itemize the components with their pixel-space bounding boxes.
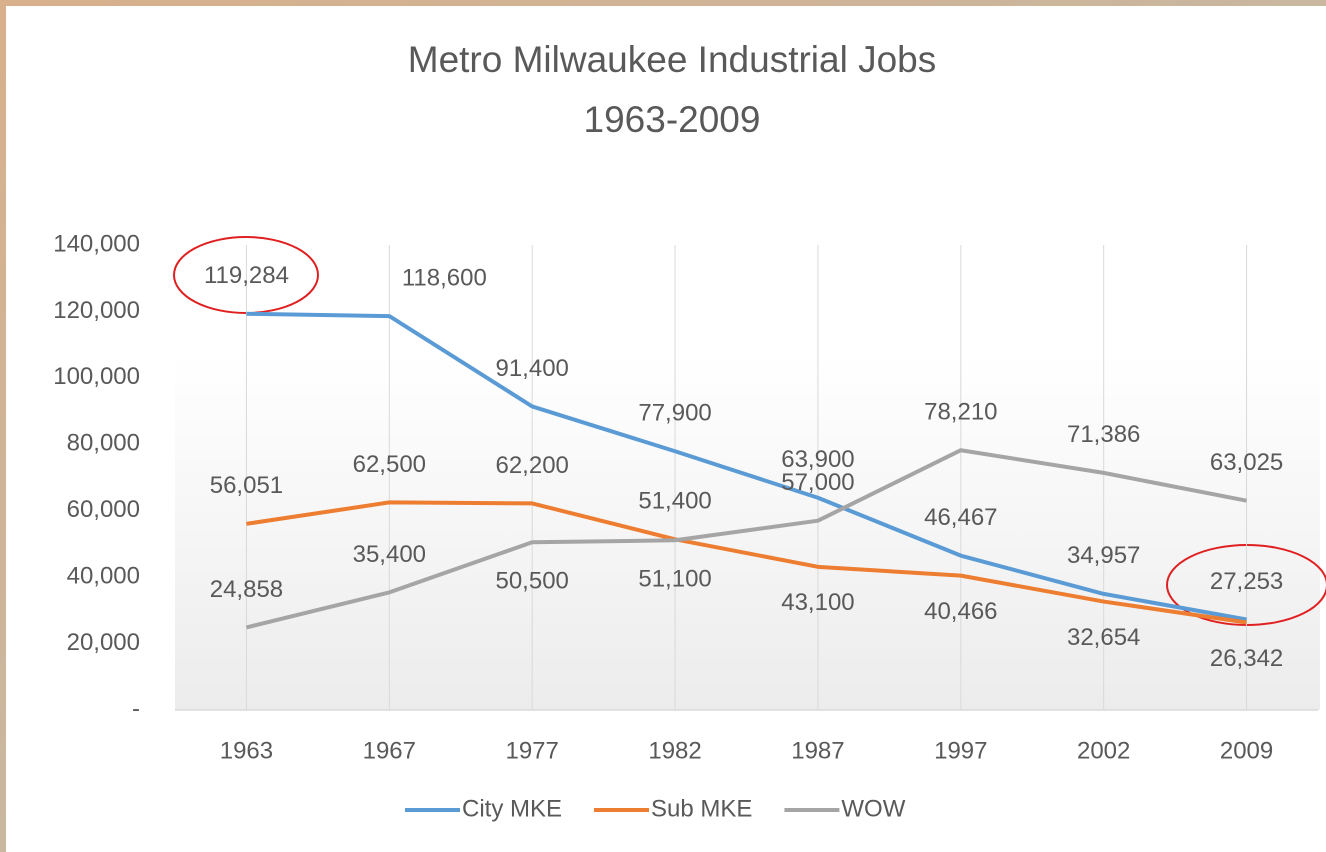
data-label: 26,342 <box>1210 645 1283 672</box>
x-tick-label: 2002 <box>1077 737 1130 764</box>
x-tick-label: 1967 <box>363 737 416 764</box>
data-label: 40,466 <box>924 598 997 625</box>
data-label: 32,654 <box>1067 624 1140 651</box>
data-label: 27,253 <box>1210 568 1283 595</box>
data-label: 46,467 <box>924 504 997 531</box>
legend-label: City MKE <box>462 795 562 822</box>
data-label: 57,000 <box>781 469 854 496</box>
data-label: 50,500 <box>495 568 568 595</box>
data-label: 62,500 <box>353 451 426 478</box>
x-tick-label: 1987 <box>791 737 844 764</box>
series-line <box>246 500 1247 625</box>
data-label: 78,210 <box>924 399 997 426</box>
y-tick-label: 100,000 <box>53 363 140 390</box>
chart-title: Metro Milwaukee Industrial Jobs <box>408 39 937 80</box>
data-label: 71,386 <box>1067 421 1140 448</box>
y-tick-label: - <box>132 695 140 722</box>
data-label: 51,400 <box>638 488 711 515</box>
data-label: 35,400 <box>353 541 426 568</box>
legend-label: Sub MKE <box>651 795 752 822</box>
data-label: 77,900 <box>638 400 711 427</box>
series-line <box>246 311 1247 622</box>
data-label: 62,200 <box>495 452 568 479</box>
y-tick-label: 140,000 <box>53 230 140 257</box>
y-tick-label: 120,000 <box>53 297 140 324</box>
data-label: 63,025 <box>1210 449 1283 476</box>
legend-label: WOW <box>841 795 905 822</box>
plot-area <box>175 200 1320 710</box>
data-label: 118,600 <box>402 264 487 291</box>
data-label: 43,100 <box>781 589 854 616</box>
data-label: 34,957 <box>1067 542 1140 569</box>
data-label: 56,051 <box>210 472 283 499</box>
series-line <box>245 448 1247 630</box>
data-label: 91,400 <box>495 355 568 382</box>
data-label: 119,284 <box>204 262 289 289</box>
y-tick-label: 20,000 <box>67 629 140 656</box>
x-tick-label: 1982 <box>648 737 701 764</box>
y-tick-label: 80,000 <box>67 430 140 457</box>
x-tick-label: 1977 <box>505 737 558 764</box>
chart-subtitle: 1963-2009 <box>584 99 761 140</box>
data-label: 51,100 <box>638 566 711 593</box>
data-label: 24,858 <box>210 576 283 603</box>
x-tick-label: 1963 <box>220 737 273 764</box>
data-label: 63,900 <box>781 446 854 473</box>
x-tick-label: 1997 <box>934 737 987 764</box>
y-tick-label: 40,000 <box>67 562 140 589</box>
x-tick-label: 2009 <box>1220 737 1273 764</box>
y-tick-label: 60,000 <box>67 496 140 523</box>
